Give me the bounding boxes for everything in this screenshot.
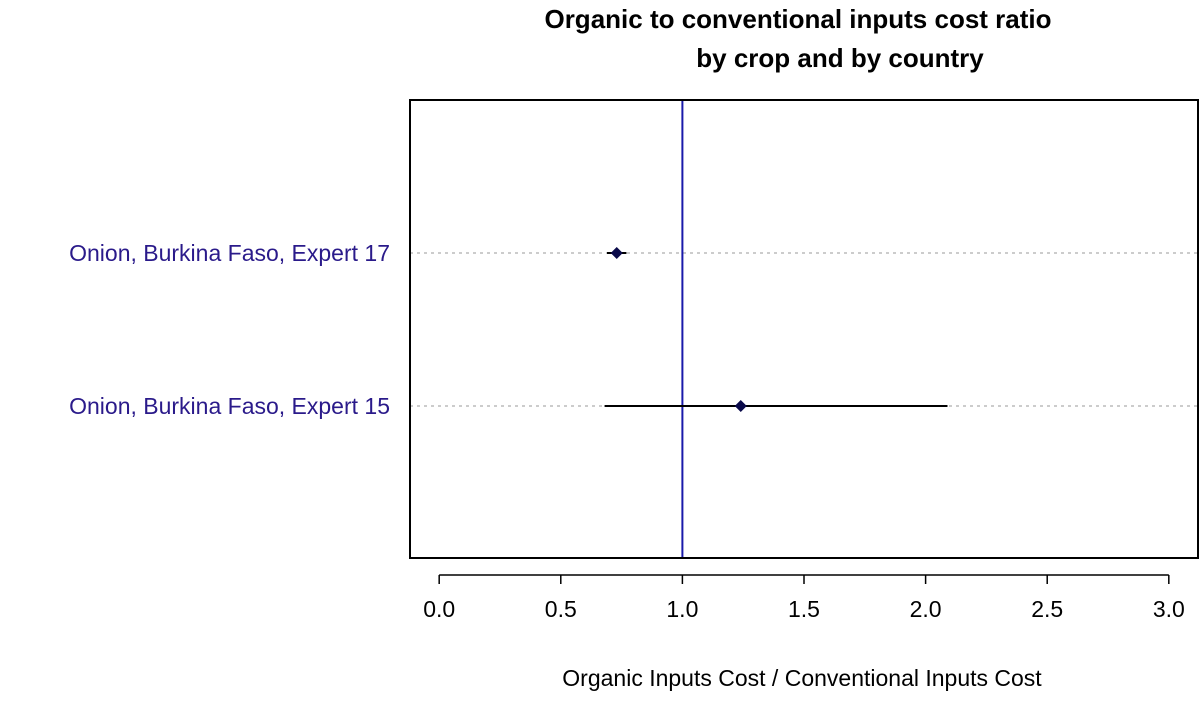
plot-frame — [409, 99, 1199, 559]
x-axis: 0.0 0.5 1.0 1.5 2.0 2.5 3.0 — [423, 574, 1185, 622]
estimate-point — [734, 400, 747, 412]
x-tick-label: 0.0 — [423, 596, 455, 622]
grid-lines — [410, 252, 1198, 407]
x-tick-label: 3.0 — [1153, 596, 1185, 622]
category-label: Onion, Burkina Faso, Expert 17 — [69, 240, 390, 266]
category-labels: Onion, Burkina Faso, Expert 17 Onion, Bur… — [69, 240, 390, 419]
estimate-point — [610, 247, 623, 259]
x-tick-label: 2.0 — [910, 596, 942, 622]
chart-title-line-1: Organic to conventional inputs cost rati… — [544, 4, 1051, 34]
x-tick-label: 0.5 — [545, 596, 577, 622]
x-tick-label: 1.0 — [666, 596, 698, 622]
category-label: Onion, Burkina Faso, Expert 15 — [69, 393, 390, 419]
x-tick-label: 1.5 — [788, 596, 820, 622]
x-tick-label: 2.5 — [1031, 596, 1063, 622]
chart-title-line-2: by crop and by country — [696, 43, 984, 73]
data-marks — [604, 247, 948, 412]
x-axis-title: Organic Inputs Cost / Conventional Input… — [562, 665, 1042, 691]
